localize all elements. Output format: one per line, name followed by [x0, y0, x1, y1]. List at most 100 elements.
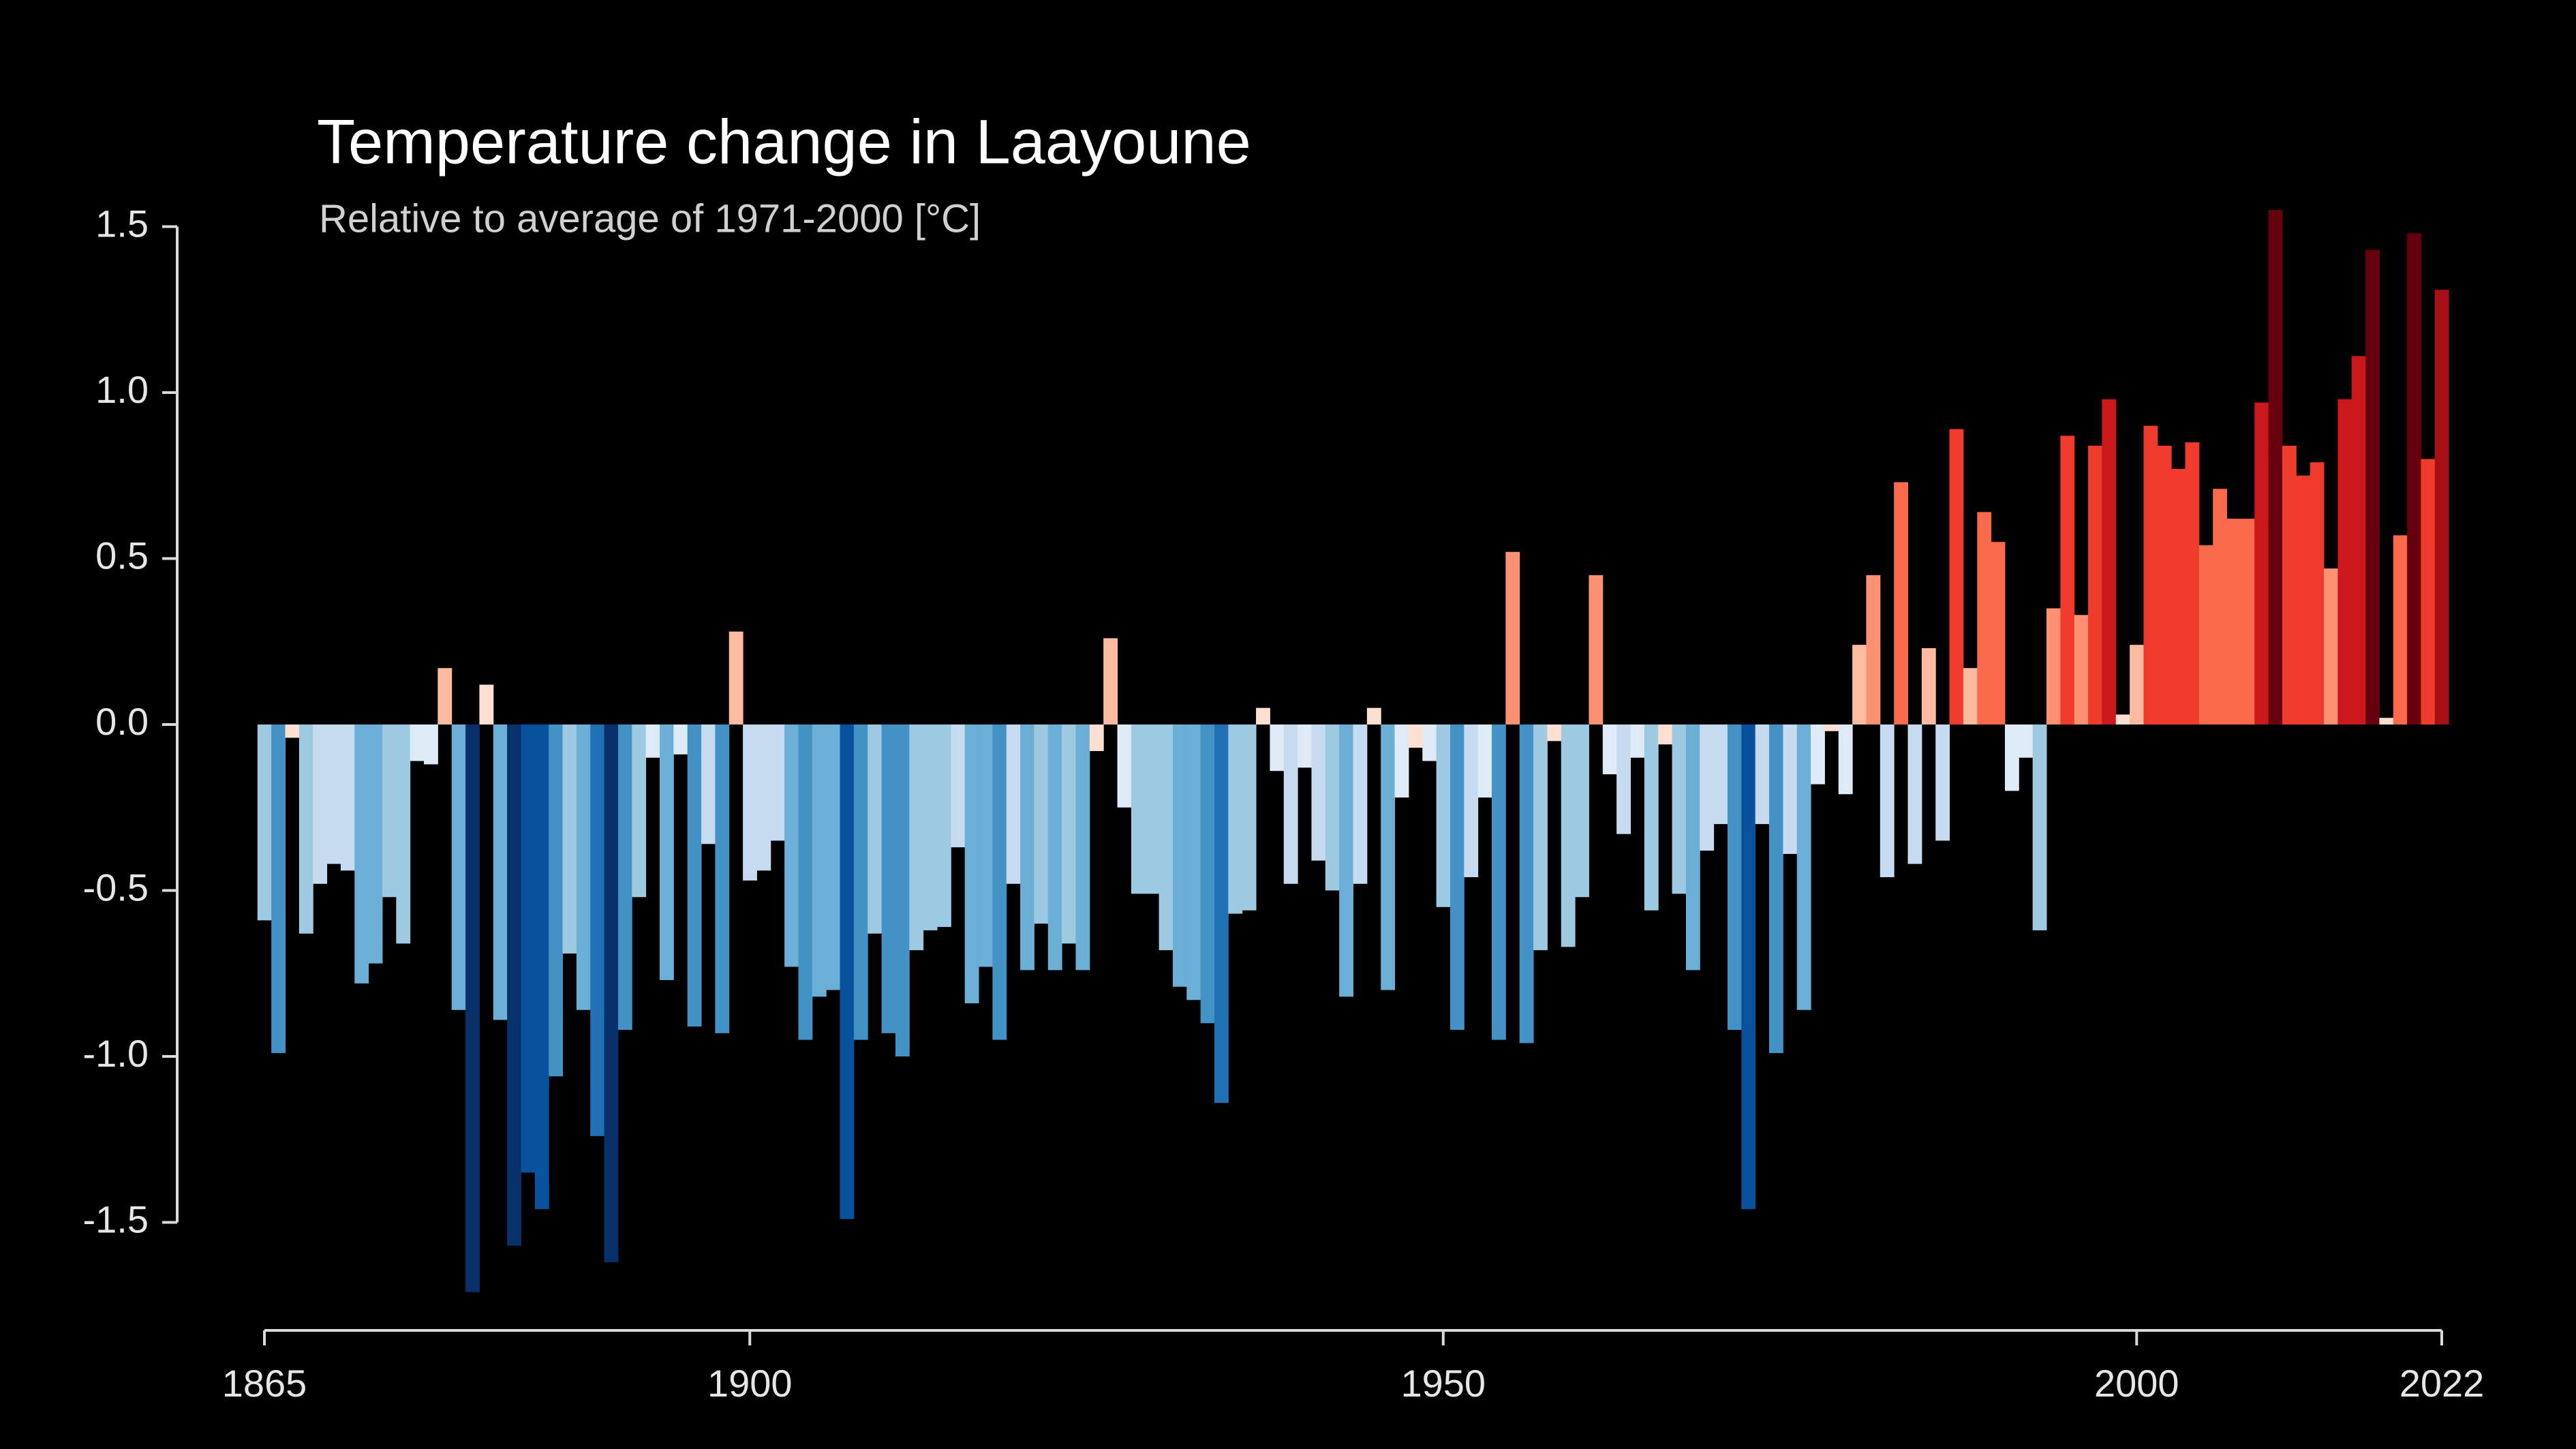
bar	[368, 724, 383, 964]
bar	[1547, 724, 1562, 742]
bar	[1242, 724, 1257, 911]
bar	[812, 724, 827, 997]
bar	[1325, 724, 1340, 891]
bar	[1921, 647, 1936, 724]
bar	[1602, 724, 1617, 775]
y-tick-label: 1.0	[95, 368, 149, 411]
bar	[1214, 724, 1229, 1103]
bar	[1450, 724, 1465, 1031]
bar	[2074, 615, 2089, 724]
bar	[1089, 724, 1104, 751]
bar	[826, 724, 841, 990]
bar	[1394, 724, 1409, 798]
bar	[1811, 724, 1825, 784]
bar	[2102, 399, 2117, 724]
bar	[2088, 445, 2102, 724]
bar	[2019, 724, 2034, 758]
bar	[2296, 475, 2311, 724]
bar	[1672, 724, 1687, 894]
bar	[1256, 707, 1270, 724]
bar	[853, 724, 868, 1040]
bar	[1644, 724, 1659, 911]
bar	[1977, 512, 1992, 724]
x-tick-label: 1865	[222, 1362, 307, 1405]
bar	[507, 724, 521, 1246]
bar	[1783, 724, 1798, 854]
bar	[2213, 489, 2228, 724]
bar	[2351, 356, 2366, 724]
bar	[396, 724, 411, 944]
bar	[576, 724, 591, 1010]
bar	[534, 724, 549, 1210]
bar	[313, 724, 328, 884]
bar	[271, 724, 286, 1054]
bar	[1852, 645, 1867, 724]
bar	[549, 724, 564, 1077]
bar	[1020, 724, 1034, 971]
bar	[1145, 724, 1160, 894]
chart-subtitle: Relative to average of 1971-2000 [°C]	[319, 196, 981, 241]
bar	[1713, 724, 1728, 825]
bar	[1589, 575, 1604, 724]
bar	[2060, 436, 2075, 724]
bar	[2337, 399, 2352, 724]
bar	[701, 724, 716, 844]
bar	[2393, 535, 2408, 724]
bar	[1228, 724, 1243, 914]
bar	[493, 724, 508, 1020]
bar	[1283, 724, 1298, 884]
bar	[424, 724, 438, 765]
bar	[1200, 724, 1215, 1024]
bar	[1464, 724, 1479, 878]
bar	[257, 724, 272, 921]
bar	[2421, 459, 2436, 724]
bar	[1630, 724, 1645, 758]
bar	[2171, 469, 2186, 724]
bar	[465, 724, 480, 1292]
bar	[1353, 724, 1368, 884]
bar	[632, 724, 647, 898]
bar	[2115, 714, 2130, 724]
bar	[909, 724, 924, 951]
bar	[2226, 519, 2241, 724]
bar	[1381, 724, 1396, 990]
bar	[1616, 724, 1631, 834]
bar	[479, 684, 494, 724]
bar	[1311, 724, 1326, 861]
x-tick-label: 2000	[2094, 1362, 2179, 1405]
bar	[2185, 442, 2200, 724]
bar	[770, 724, 785, 841]
bar	[2004, 724, 2019, 791]
bar	[1658, 724, 1673, 745]
bar	[1727, 724, 1742, 1031]
bar	[1270, 724, 1285, 772]
bar	[1186, 724, 1201, 1001]
bar	[410, 724, 425, 761]
bar	[2324, 568, 2338, 724]
bar	[1436, 724, 1451, 907]
bar	[2282, 445, 2297, 724]
bar	[2268, 210, 2283, 724]
bar	[1422, 724, 1437, 761]
bar	[1006, 724, 1021, 884]
x-tick-label: 2022	[2399, 1362, 2485, 1405]
bar	[1894, 482, 1909, 724]
bar	[673, 724, 688, 754]
bar	[2310, 462, 2325, 724]
bar	[881, 724, 896, 1033]
bar	[1075, 724, 1090, 971]
bar	[1519, 724, 1534, 1043]
bar	[1838, 724, 1853, 795]
chart-title: Temperature change in Laayoune	[317, 107, 1251, 177]
bar	[687, 724, 702, 1027]
bar	[2434, 290, 2449, 724]
y-tick-label: 0.5	[95, 534, 149, 577]
bar	[923, 724, 938, 930]
bar	[1935, 724, 1950, 841]
bar	[798, 724, 813, 1040]
y-tick-label: 1.5	[95, 202, 149, 245]
bar	[1685, 724, 1700, 971]
bar	[1963, 668, 1978, 724]
bar	[1366, 707, 1381, 724]
